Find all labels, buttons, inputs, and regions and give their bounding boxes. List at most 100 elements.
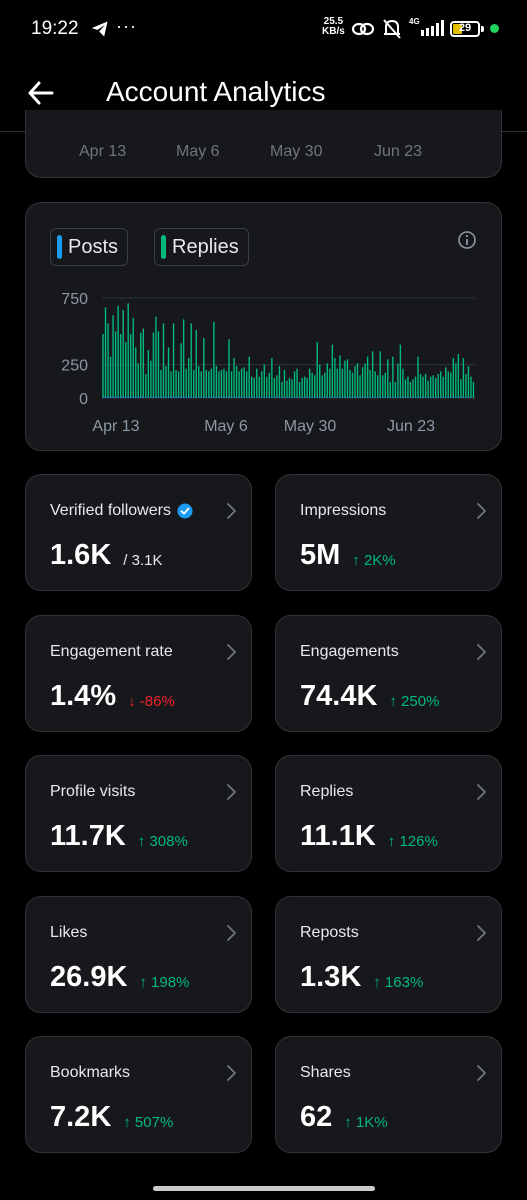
replies-bar [470, 376, 472, 398]
posts-bar [293, 397, 296, 398]
replies-bar [301, 378, 303, 398]
replies-bar [213, 322, 215, 398]
replies-bar [160, 370, 162, 398]
replies-bar [170, 371, 172, 398]
replies-bar [344, 360, 346, 398]
metric-card[interactable]: Profile visits 11.7K ↑ 308% [25, 755, 252, 872]
posts-bar [145, 397, 147, 398]
replies-bar [253, 378, 255, 398]
posts-bar [465, 397, 467, 398]
replies-bar [354, 366, 356, 398]
metric-card[interactable]: Shares 62 ↑ 1K% [275, 1036, 502, 1153]
replies-bar [127, 303, 129, 398]
x-tick-label: May 30 [284, 418, 337, 435]
replies-bar [210, 368, 213, 398]
posts-bar [359, 397, 361, 398]
replies-bar [321, 375, 323, 398]
posts-bar [447, 397, 449, 398]
posts-bar [361, 397, 364, 398]
metric-card[interactable]: Likes 26.9K ↑ 198% [25, 895, 252, 1013]
replies-bar [351, 372, 354, 398]
metric-label-text: Profile visits [50, 783, 136, 800]
replies-bar [281, 382, 283, 398]
metric-card[interactable]: Engagement rate 1.4% ↓ -86% [25, 614, 252, 732]
replies-bar [440, 371, 442, 398]
legend-replies[interactable]: Replies [154, 228, 249, 266]
replies-bar [240, 368, 243, 398]
legend-posts[interactable]: Posts [50, 228, 129, 266]
posts-bar [387, 396, 389, 398]
posts-bar [203, 396, 205, 398]
posts-bar [162, 396, 165, 398]
metric-card[interactable]: Engagements 74.4K ↑ 250% [275, 614, 502, 732]
replies-bar [263, 364, 265, 398]
posts-bar [268, 397, 271, 398]
replies-bar [185, 368, 187, 398]
replies-bar [361, 367, 364, 398]
metric-label-text: Reposts [300, 923, 359, 941]
posts-bar [256, 397, 258, 398]
replies-bar [218, 371, 220, 398]
verified-badge-icon [177, 503, 193, 519]
metric-label-text: Replies [300, 783, 354, 800]
x-tick-label: Apr 13 [92, 418, 139, 435]
activity-chart-card: Posts Replies 750 250 0 Apr 13 May 6 May 30 Ju… [25, 202, 502, 451]
posts-bar [205, 397, 208, 398]
home-indicator[interactable] [153, 1186, 375, 1191]
metric-card[interactable]: Reposts 1.3K ↑ 163% [275, 895, 502, 1013]
posts-bar [127, 396, 129, 398]
posts-bar [238, 397, 240, 398]
chevron-right-icon [227, 643, 236, 660]
info-icon[interactable] [457, 230, 477, 250]
metric-value: 11.1K [300, 820, 376, 852]
posts-bar [298, 397, 301, 398]
posts-bar [142, 396, 145, 398]
replies-bar [450, 372, 452, 398]
posts-bar [364, 396, 366, 398]
network-speed: 25.5 KB/s [322, 17, 345, 37]
page-title: Account Analytics [106, 76, 326, 107]
posts-bar [409, 397, 412, 398]
metric-card[interactable]: Bookmarks 7.2K ↑ 507% [25, 1036, 252, 1153]
posts-bar [200, 397, 202, 398]
posts-bar [354, 397, 356, 398]
replies-bar [140, 332, 142, 398]
replies-bar [198, 366, 200, 398]
posts-bar [233, 396, 235, 398]
posts-bar [321, 397, 323, 398]
replies-bar [233, 358, 235, 398]
replies-bar [167, 347, 170, 398]
metric-card[interactable]: Verified followers 1.6K / 3.1K [25, 474, 252, 591]
replies-bar [377, 375, 379, 398]
bell-muted-icon [383, 19, 401, 39]
replies-bar [157, 331, 160, 398]
posts-bar [414, 397, 417, 398]
posts-bar [434, 397, 437, 398]
posts-bar [344, 396, 346, 398]
posts-bar [462, 396, 465, 398]
replies-bar [402, 368, 404, 398]
metric-card[interactable]: Replies 11.1K ↑ 126% [275, 755, 502, 872]
posts-bar [266, 397, 268, 398]
posts-bar [251, 397, 253, 398]
posts-bar [326, 396, 328, 398]
replies-bar [334, 358, 336, 398]
signal-icon [421, 20, 444, 36]
posts-bar [215, 396, 218, 398]
replies-bar [180, 343, 182, 398]
posts-bar [402, 397, 404, 398]
metric-card[interactable]: Impressions 5M ↑ 2K% [275, 474, 502, 591]
replies-bar [132, 318, 134, 398]
replies-bar [135, 347, 137, 398]
posts-bar [460, 397, 462, 398]
metric-change: ↑ 126% [387, 833, 438, 850]
chevron-right-icon [477, 1065, 486, 1081]
metric-label-text: Bookmarks [50, 1064, 131, 1081]
legend-posts-label: Posts [68, 235, 119, 258]
posts-bar [281, 397, 283, 398]
back-arrow-icon[interactable] [24, 76, 58, 110]
replies-bar [366, 356, 369, 398]
posts-bar [271, 396, 273, 398]
replies-bar [190, 323, 192, 398]
replies-bar [276, 375, 278, 398]
